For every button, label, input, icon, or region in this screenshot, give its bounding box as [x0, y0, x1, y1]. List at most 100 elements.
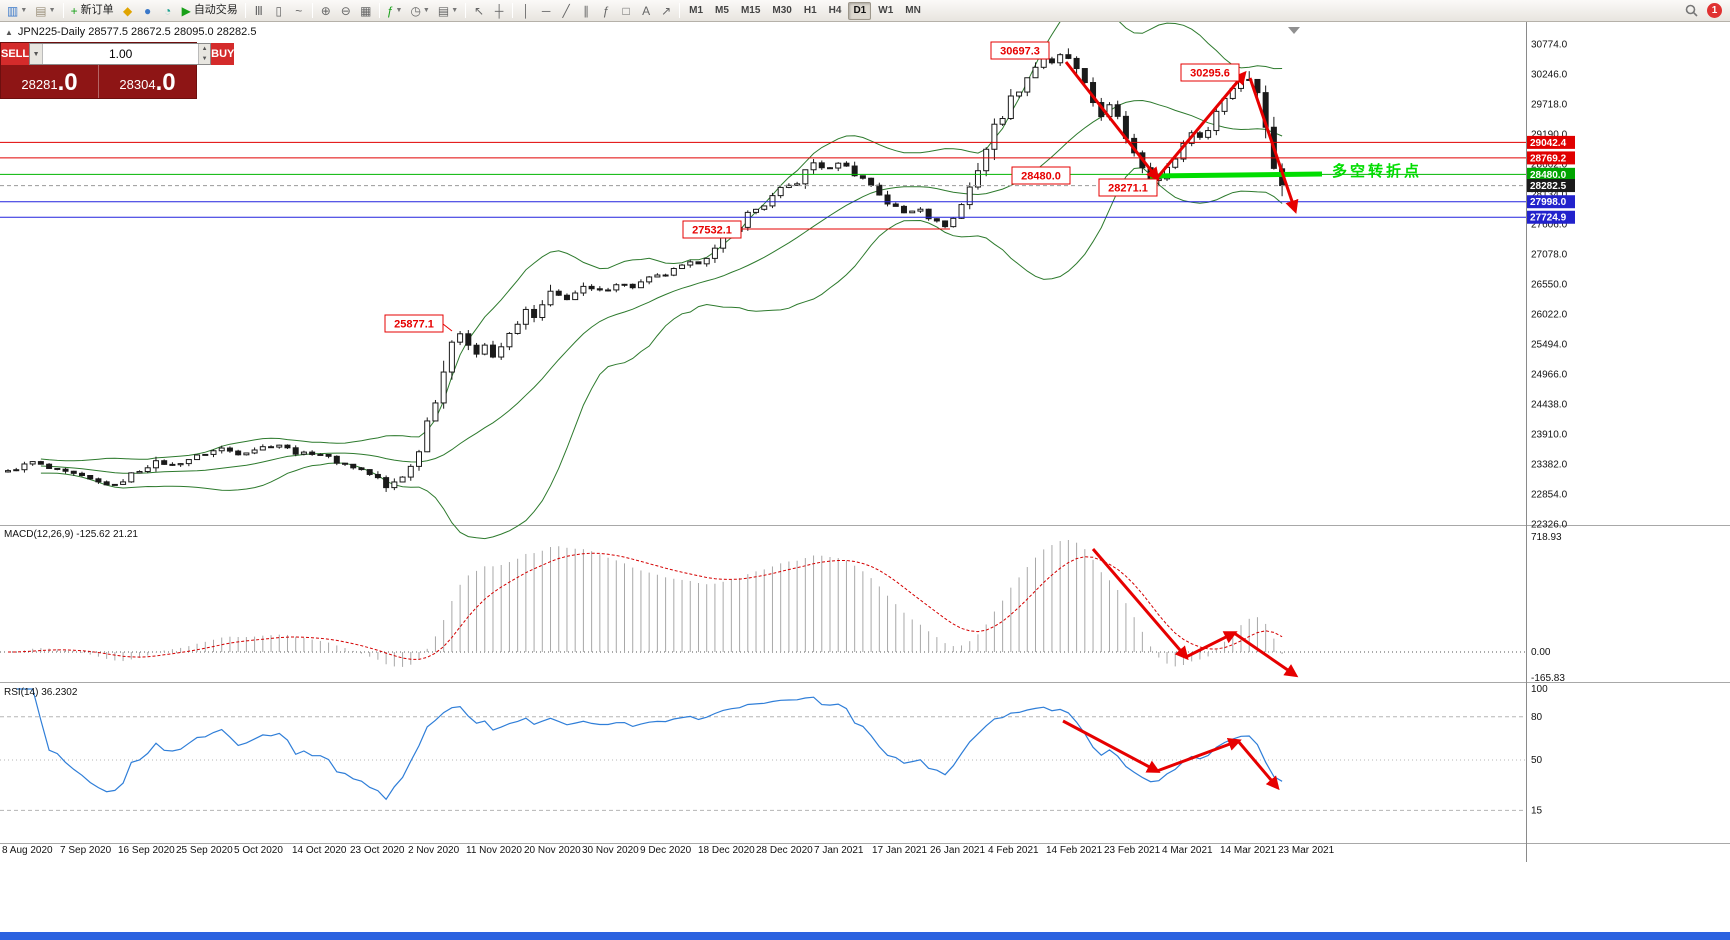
volume-down-icon[interactable]: ▼: [199, 54, 211, 64]
macd-trend-arrow[interactable]: [1185, 631, 1238, 659]
chevron-down-icon[interactable]: ▼: [48, 7, 56, 14]
chevron-down-icon[interactable]: ▼: [395, 7, 403, 14]
svg-text:14 Oct 2020: 14 Oct 2020: [292, 845, 347, 856]
cursor-icon: ↖: [474, 3, 485, 18]
market-watch-icon: ●: [143, 3, 152, 18]
arrows-button[interactable]: ↗: [656, 1, 676, 21]
price-trend-arrow[interactable]: [1155, 70, 1247, 179]
periods-button[interactable]: ◷ ▼: [406, 1, 433, 21]
trendline-button[interactable]: ╱: [556, 1, 576, 21]
price-annotation-box[interactable]: 28271.1: [1098, 178, 1158, 197]
tile-windows-icon: ▦: [360, 3, 372, 18]
buy-price-int: 28304: [119, 77, 156, 92]
timeframe-D1[interactable]: D1: [848, 1, 872, 20]
trade-panel-toggle-icon[interactable]: ▲: [5, 27, 13, 37]
price-axis[interactable]: 30774.0 30246.0 29718.0 29190.0 28662.0 28134…: [1531, 40, 1568, 531]
price-annotation-box[interactable]: 27532.1: [682, 220, 742, 239]
volume-input[interactable]: [43, 44, 199, 64]
rsi-trend-arrow[interactable]: [1236, 740, 1280, 791]
svg-text:7 Jan 2021: 7 Jan 2021: [814, 845, 864, 856]
toolbar-separator: [311, 3, 313, 18]
new-chart-icon: ▥: [7, 3, 19, 18]
volume-dropdown-icon[interactable]: ▼: [30, 44, 44, 64]
vertical-line-button[interactable]: │: [516, 1, 536, 21]
pivot-highlight-line[interactable]: [1149, 171, 1323, 179]
fibonacci-button[interactable]: ƒ: [596, 1, 616, 21]
new-chart-button[interactable]: ▥ ▼: [3, 1, 31, 21]
macd-axis[interactable]: 718.93 0.00 -165.83: [1531, 532, 1565, 684]
auto-trading-button[interactable]: ▶ 自动交易: [178, 1, 242, 21]
buy-button[interactable]: BUY: [211, 43, 235, 65]
line-chart-button[interactable]: ~: [289, 1, 309, 21]
macd-trend-arrow[interactable]: [1233, 631, 1299, 678]
zoom-in-button[interactable]: ⊕: [316, 1, 336, 21]
timeframe-M15[interactable]: M15: [740, 5, 761, 16]
svg-text:17 Jan 2021: 17 Jan 2021: [872, 845, 927, 856]
shapes-button[interactable]: □: [616, 1, 636, 21]
pivot-note-text[interactable]: 多空转折点: [1332, 163, 1423, 180]
macd-trend-arrow[interactable]: [1091, 548, 1189, 661]
svg-text:28480.0: 28480.0: [1021, 171, 1061, 183]
crosshair-button[interactable]: ┼: [489, 1, 509, 21]
search-icon: [1685, 4, 1698, 17]
volume-up-icon[interactable]: ▲: [199, 44, 211, 54]
chevron-down-icon[interactable]: ▼: [20, 7, 28, 14]
timeframe-M30[interactable]: M30: [772, 5, 792, 16]
chart-shift-marker[interactable]: [1288, 27, 1300, 34]
toolbar-right-group: 1: [1681, 1, 1727, 21]
price-trend-arrow[interactable]: [1064, 61, 1160, 182]
candlestick-chart-button[interactable]: ▯: [269, 1, 289, 21]
timeframe-H1[interactable]: H1: [803, 5, 817, 16]
indicators-icon: ƒ: [386, 3, 394, 18]
svg-text:27606.0: 27606.0: [1531, 220, 1568, 231]
timeframe-M5[interactable]: M5: [715, 5, 729, 16]
svg-text:0.00: 0.00: [1531, 647, 1551, 658]
svg-text:80: 80: [1531, 712, 1543, 723]
timeframe-H4[interactable]: H4: [828, 5, 842, 16]
zoom-out-button[interactable]: ⊖: [336, 1, 356, 21]
metaeditor-button[interactable]: ◆: [118, 1, 138, 21]
rsi-trend-arrow[interactable]: [1156, 737, 1242, 773]
rsi-axis[interactable]: 100 80 50 15: [1531, 684, 1548, 816]
macd-signal-line: [8, 552, 1283, 660]
notification-badge[interactable]: 1: [1707, 3, 1722, 18]
channel-button[interactable]: ∥: [576, 1, 596, 21]
svg-text:20 Nov 2020: 20 Nov 2020: [524, 845, 581, 856]
annotation-callout-line[interactable]: [442, 323, 453, 332]
rsi-trend-arrow[interactable]: [1062, 719, 1161, 773]
indicators-button[interactable]: ƒ ▼: [383, 1, 407, 21]
horizontal-line-button[interactable]: ─: [536, 1, 556, 21]
strategy-tester-button[interactable]: ◔: [158, 1, 178, 21]
timeframe-W1[interactable]: W1: [878, 5, 894, 16]
bar-chart-button[interactable]: Ⅲ: [249, 1, 269, 21]
chevron-down-icon[interactable]: ▼: [451, 7, 459, 14]
svg-text:9 Dec 2020: 9 Dec 2020: [640, 845, 692, 856]
svg-text:28271.1: 28271.1: [1108, 183, 1148, 195]
tile-windows-button[interactable]: ▦: [356, 1, 376, 21]
search-button[interactable]: [1681, 1, 1702, 21]
sell-button[interactable]: SELL: [1, 43, 30, 65]
sell-price[interactable]: 28281 .0: [1, 65, 98, 98]
rsi-indicator-label: RSI(14) 36.2302: [4, 687, 78, 698]
volume-stepper[interactable]: ▲ ▼: [198, 44, 211, 64]
svg-text:24966.0: 24966.0: [1531, 370, 1568, 381]
price-annotation-box[interactable]: 28480.0: [1011, 166, 1071, 185]
cursor-button[interactable]: ↖: [469, 1, 489, 21]
market-watch-button[interactable]: ●: [138, 1, 158, 21]
profiles-button[interactable]: ▤ ▼: [31, 1, 59, 21]
date-axis[interactable]: 8 Aug 2020 7 Sep 2020 16 Sep 2020 25 Sep 20…: [2, 845, 1335, 856]
price-annotation-box[interactable]: 30295.6: [1180, 63, 1240, 82]
templates-button[interactable]: ▤ ▼: [434, 1, 462, 21]
text-button[interactable]: A: [636, 1, 656, 21]
chevron-down-icon[interactable]: ▼: [422, 7, 430, 14]
price-annotation-box[interactable]: 30697.3: [990, 41, 1050, 60]
timeframe-MN[interactable]: MN: [905, 5, 921, 16]
new-order-button[interactable]: + 新订单: [67, 1, 118, 21]
price-trend-arrow[interactable]: [1248, 77, 1299, 214]
price-annotation-box[interactable]: 25877.1: [384, 314, 444, 333]
svg-text:27532.1: 27532.1: [692, 225, 732, 237]
fibonacci-icon: ƒ: [602, 3, 610, 18]
buy-price[interactable]: 28304 .0: [98, 65, 196, 98]
timeframe-M1[interactable]: M1: [689, 5, 704, 16]
